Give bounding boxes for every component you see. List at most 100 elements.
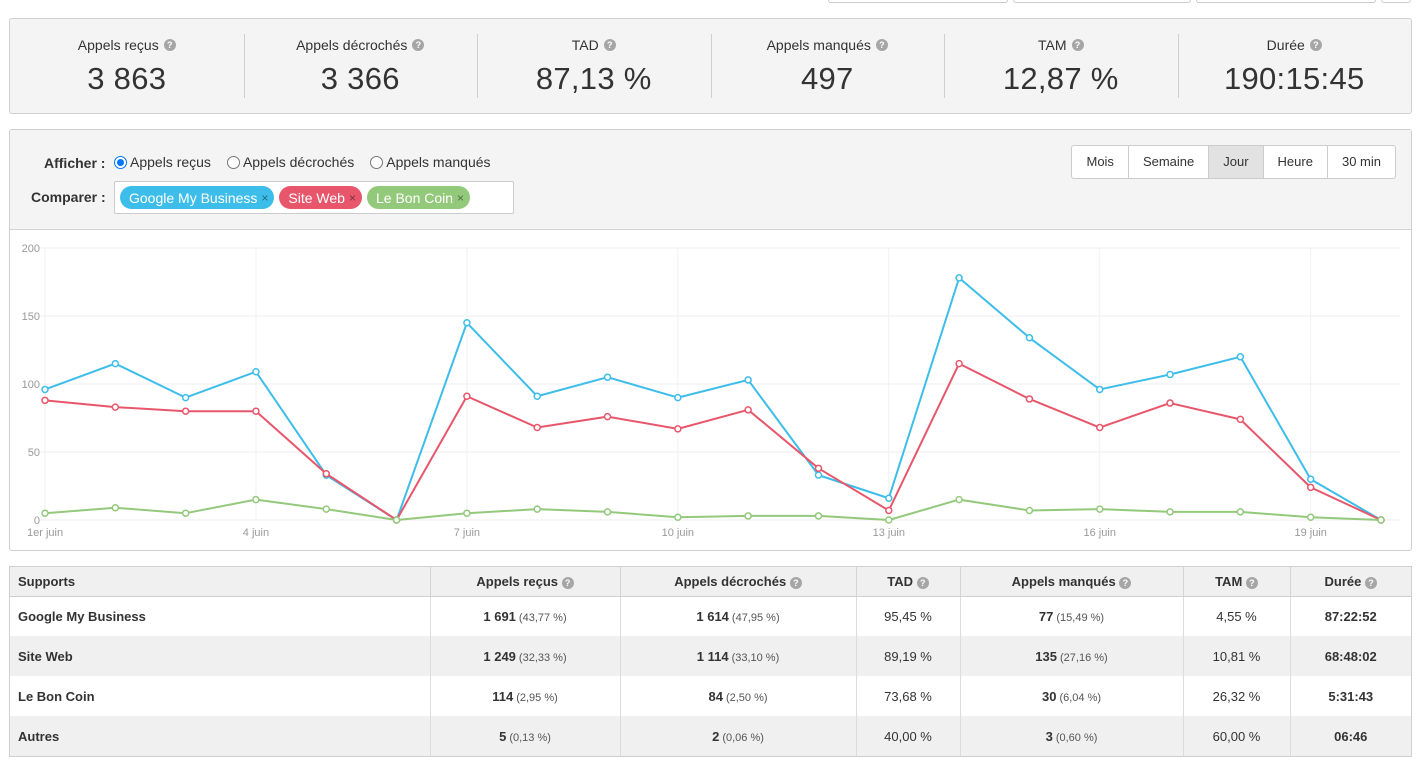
decroches-cell: 84 (2,50 %)	[620, 676, 857, 716]
data-point-google-my-business	[674, 393, 682, 402]
radio-appels-recus[interactable]: Appels reçus	[114, 154, 211, 170]
support-cell: Google My Business	[10, 596, 431, 636]
y-tick-label: 200	[22, 243, 40, 255]
recus-cell: 1 249 (32,33 %)	[430, 636, 621, 676]
data-point-le-bon-coin	[603, 508, 612, 516]
data-point-google-my-business	[463, 319, 471, 327]
afficher-label: Afficher :	[44, 155, 106, 171]
x-tick-label: 16 juin	[1084, 527, 1116, 539]
help-icon[interactable]: ?	[916, 576, 929, 589]
data-point-google-my-business	[252, 368, 260, 376]
period-button-30min[interactable]: 30 min	[1326, 146, 1395, 178]
y-tick-label: 100	[22, 379, 40, 391]
data-point-site-web	[41, 396, 49, 405]
help-icon[interactable]: ?	[603, 39, 616, 51]
data-point-site-web	[1025, 395, 1034, 403]
data-point-google-my-business	[814, 471, 823, 479]
supports-table: Supports Appels reçus ? Appels décrochés…	[9, 566, 1412, 757]
remove-chip-icon[interactable]: ×	[348, 190, 356, 205]
data-point-site-web	[1306, 483, 1315, 492]
radio-label: Appels reçus	[130, 154, 211, 170]
period-button-heure[interactable]: Heure	[1262, 146, 1327, 178]
data-point-le-bon-coin	[1236, 508, 1245, 516]
tad-cell: 95,45 %	[856, 596, 961, 636]
data-point-google-my-business	[955, 274, 963, 282]
radio-appels-manques[interactable]: Appels manqués	[370, 154, 491, 170]
y-tick-label: 0	[34, 515, 40, 527]
help-icon[interactable]: ?	[163, 39, 176, 51]
kpi-value: 3 366	[320, 61, 400, 96]
table-header-row: Supports Appels reçus ? Appels décrochés…	[10, 567, 1411, 597]
top-toolbar-button-1[interactable]	[828, 0, 1008, 3]
tam-cell: 26,32 %	[1183, 676, 1291, 716]
radio-label: Appels décrochés	[242, 154, 355, 170]
radio-button[interactable]	[114, 155, 127, 169]
data-point-site-web	[603, 412, 612, 421]
kpi-label: Durée	[1266, 37, 1305, 53]
data-point-site-web	[744, 406, 752, 414]
help-icon[interactable]: ?	[1364, 576, 1377, 589]
data-point-le-bon-coin	[463, 509, 471, 517]
data-point-site-web	[955, 359, 963, 368]
data-point-site-web	[814, 464, 823, 473]
kpi-value: 3 863	[87, 61, 167, 96]
chart-controls: Afficher : Comparer : Appels reçus Appel…	[10, 130, 1411, 230]
radio-appels-decroches[interactable]: Appels décrochés	[226, 154, 355, 170]
duree-cell: 68:48:02	[1324, 648, 1377, 664]
help-icon[interactable]: ?	[1119, 576, 1132, 589]
period-selector: Mois Semaine Jour Heure 30 min	[1071, 145, 1396, 179]
data-point-le-bon-coin	[1095, 505, 1104, 513]
help-icon[interactable]: ?	[1309, 39, 1322, 51]
help-icon[interactable]: ?	[561, 576, 574, 589]
data-point-site-web	[252, 407, 260, 415]
data-point-google-my-business	[1306, 475, 1315, 483]
top-toolbar-button-3[interactable]	[1196, 0, 1376, 3]
kpi-appels-manques: Appels manqués? 497	[710, 19, 945, 113]
compare-input[interactable]: Google My Business × Site Web × Le Bon Coi…	[114, 181, 514, 214]
decroches-cell: 1 114 (33,10 %)	[620, 636, 857, 676]
support-cell: Le Bon Coin	[10, 676, 431, 716]
data-point-google-my-business	[181, 393, 190, 402]
period-button-jour[interactable]: Jour	[1208, 146, 1263, 178]
tad-cell: 89,19 %	[856, 636, 961, 676]
kpi-value: 190:15:45	[1223, 61, 1365, 96]
data-point-site-web	[181, 407, 190, 415]
chip-label: Google My Business	[129, 189, 258, 206]
data-point-le-bon-coin	[111, 504, 120, 512]
series-line-le-bon-coin	[44, 498, 1382, 521]
help-icon[interactable]: ?	[412, 39, 425, 51]
table-row: Google My Business 1 691 (43,77 %) 1 614(…	[10, 596, 1411, 636]
remove-chip-icon[interactable]: ×	[261, 190, 269, 205]
table-row: Le Bon Coin 114 (2,95 %) 84 (2,50 %) 73,68…	[10, 676, 1411, 716]
kpi-appels-decroches: Appels décrochés? 3 366	[243, 19, 478, 113]
duree-cell: 87:22:52	[1324, 608, 1377, 624]
period-button-mois[interactable]: Mois	[1086, 154, 1114, 169]
kpi-duree: Durée? 190:15:45	[1177, 19, 1412, 113]
kpi-value: 497	[800, 61, 854, 96]
help-icon[interactable]: ?	[875, 39, 888, 51]
top-toolbar-button-2[interactable]	[1013, 0, 1191, 3]
data-point-google-my-business	[1095, 385, 1104, 394]
tad-cell: 73,68 %	[856, 676, 961, 716]
help-icon[interactable]: ?	[789, 576, 802, 589]
data-point-site-web	[1236, 415, 1245, 424]
data-point-le-bon-coin	[814, 512, 823, 520]
series-line-google-my-business	[44, 276, 1382, 521]
remove-chip-icon[interactable]: ×	[457, 190, 465, 205]
data-point-site-web	[674, 425, 682, 433]
y-tick-label: 50	[28, 447, 40, 459]
decroches-cell: 1 614 (47,95 %)	[620, 596, 857, 636]
data-point-site-web	[322, 470, 331, 478]
help-icon[interactable]: ?	[1245, 576, 1258, 589]
data-point-le-bon-coin	[1377, 516, 1385, 524]
period-button-semaine[interactable]: Semaine	[1127, 146, 1208, 178]
help-icon[interactable]: ?	[1071, 39, 1084, 51]
column-header: TAD ?	[856, 567, 961, 597]
data-point-google-my-business	[1166, 370, 1174, 379]
radio-button[interactable]	[226, 155, 240, 169]
radio-button[interactable]	[370, 155, 384, 169]
duree-cell: 06:46	[1334, 728, 1368, 744]
data-point-google-my-business	[885, 494, 893, 502]
data-point-google-my-business	[1025, 334, 1034, 342]
top-toolbar-button-4[interactable]	[1381, 0, 1411, 3]
